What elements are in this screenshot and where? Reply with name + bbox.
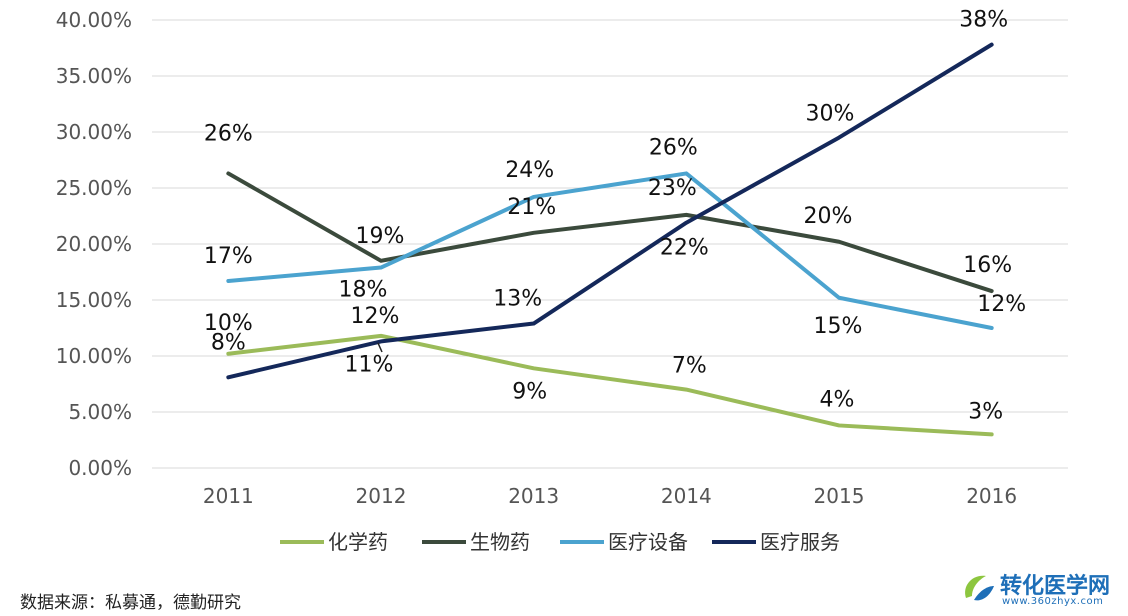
watermark-url: www.360zhyx.com <box>1002 596 1104 607</box>
y-tick-label: 5.00% <box>68 400 132 424</box>
x-tick-label: 2015 <box>814 484 865 508</box>
y-tick-label: 0.00% <box>68 456 132 480</box>
legend-item: 生物药 <box>422 530 530 554</box>
watermark: 转化医学网 www.360zhyx.com <box>960 566 1120 610</box>
data-label: 18% <box>339 278 388 303</box>
data-label: 12% <box>977 292 1026 317</box>
data-label: 11% <box>345 352 394 377</box>
data-label: 15% <box>814 314 863 339</box>
data-label: 7% <box>672 354 707 379</box>
y-tick-label: 15.00% <box>56 288 132 312</box>
data-label: 21% <box>507 195 556 220</box>
data-label: 22% <box>660 236 709 261</box>
data-label: 12% <box>351 304 400 329</box>
series-lines <box>226 42 994 437</box>
legend: 化学药 生物药 医疗设备 医疗服务 <box>280 530 840 554</box>
data-label: 38% <box>959 8 1008 33</box>
leader-line <box>377 342 383 353</box>
data-labels: 10% 12% 9% 7% 4% 3% 26% 19% 21% 23% 20% 16% 17% 18% 24… <box>204 8 1026 425</box>
x-tick-label: 2012 <box>356 484 407 508</box>
data-label: 3% <box>968 399 1003 424</box>
data-label: 10% <box>204 311 253 336</box>
y-axis-tick-labels: 0.00% 5.00% 10.00% 15.00% 20.00% 25.00% 30.00%… <box>56 8 132 480</box>
data-label: 4% <box>820 387 855 412</box>
legend-label: 生物药 <box>470 530 530 554</box>
data-label: 8% <box>211 330 246 355</box>
legend-item: 医疗设备 <box>560 530 688 554</box>
y-tick-label: 20.00% <box>56 232 132 256</box>
y-tick-label: 30.00% <box>56 120 132 144</box>
x-axis-tick-labels: 2011 2012 2013 2014 2015 2016 <box>203 484 1017 508</box>
series-line-1 <box>226 333 994 437</box>
series-line-2 <box>226 171 994 294</box>
source-note: 数据来源：私募通，德勤研究 <box>20 593 241 613</box>
legend-item: 医疗服务 <box>712 530 840 554</box>
x-tick-label: 2013 <box>508 484 559 508</box>
data-label: 9% <box>512 379 547 404</box>
watermark-logo-icon <box>965 575 994 601</box>
data-label: 26% <box>204 121 253 146</box>
line-chart: 0.00% 5.00% 10.00% 15.00% 20.00% 25.00% 30.00%… <box>56 8 1068 554</box>
legend-label: 医疗设备 <box>608 530 688 554</box>
legend-label: 医疗服务 <box>760 530 840 554</box>
data-label: 19% <box>356 224 405 249</box>
data-label: 24% <box>505 158 554 183</box>
data-label: 23% <box>648 176 697 201</box>
series-line-4 <box>226 42 994 380</box>
y-tick-label: 35.00% <box>56 64 132 88</box>
data-label: 20% <box>804 204 853 229</box>
data-label: 17% <box>204 244 253 269</box>
gridlines <box>152 19 1068 469</box>
x-tick-label: 2014 <box>661 484 712 508</box>
x-tick-label: 2016 <box>966 484 1017 508</box>
y-tick-label: 10.00% <box>56 344 132 368</box>
data-label: 13% <box>493 287 542 312</box>
series-line-3 <box>226 171 994 330</box>
y-tick-label: 40.00% <box>56 8 132 32</box>
watermark-name: 转化医学网 <box>1000 574 1111 599</box>
legend-label: 化学药 <box>328 530 388 554</box>
y-tick-label: 25.00% <box>56 176 132 200</box>
data-label: 16% <box>963 253 1012 278</box>
x-tick-label: 2011 <box>203 484 254 508</box>
data-label: 30% <box>806 102 855 127</box>
data-label: 26% <box>649 135 698 160</box>
legend-item: 化学药 <box>280 530 388 554</box>
